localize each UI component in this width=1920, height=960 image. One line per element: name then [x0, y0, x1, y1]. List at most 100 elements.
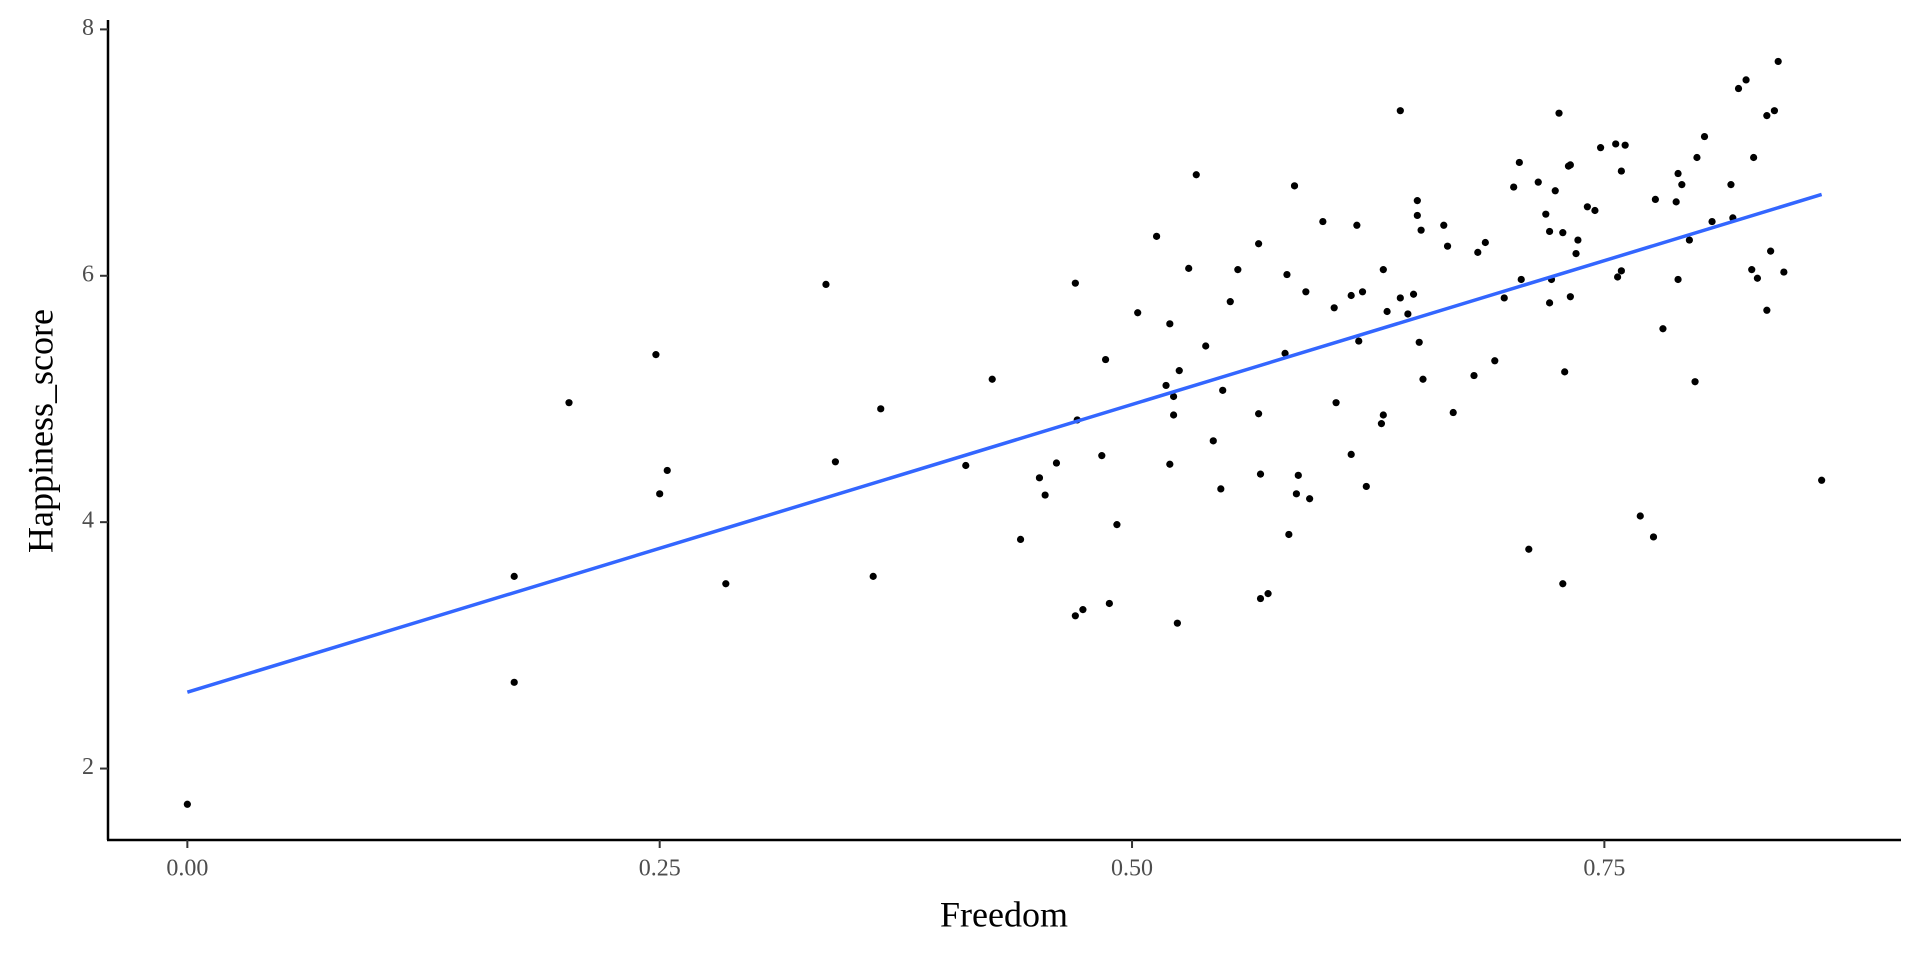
data-point	[652, 351, 660, 359]
data-point	[1413, 211, 1421, 220]
data-point	[1330, 304, 1338, 312]
data-point	[1742, 76, 1750, 84]
data-point	[1052, 459, 1061, 467]
data-point	[869, 572, 877, 580]
data-point	[831, 458, 840, 466]
data-point	[1162, 381, 1170, 390]
data-point	[1767, 247, 1775, 255]
data-point	[1566, 161, 1574, 169]
data-point	[1551, 187, 1559, 195]
data-point	[1169, 411, 1178, 419]
data-point	[1415, 338, 1423, 346]
data-point	[1621, 141, 1629, 149]
data-point	[1470, 371, 1478, 380]
data-point	[1545, 299, 1554, 307]
data-point	[1041, 491, 1049, 499]
data-point	[1678, 181, 1686, 189]
data-point	[1256, 594, 1265, 603]
data-point	[1166, 460, 1174, 468]
data-point	[1559, 580, 1567, 588]
data-point	[1209, 437, 1217, 445]
data-point	[1192, 171, 1200, 179]
data-point	[877, 405, 885, 413]
data-point	[1290, 182, 1299, 190]
data-point	[1234, 266, 1242, 274]
data-point	[722, 580, 730, 588]
x-axis-title: Freedom	[940, 894, 1068, 934]
data-point	[1255, 240, 1263, 248]
data-point	[1534, 178, 1542, 186]
data-point	[1419, 375, 1427, 383]
data-point	[1481, 238, 1489, 247]
data-point	[1396, 107, 1404, 115]
data-point	[1559, 229, 1567, 237]
data-point	[1362, 482, 1370, 491]
data-point	[1264, 590, 1272, 598]
data-point	[1292, 490, 1301, 498]
data-point	[1763, 306, 1771, 314]
data-point	[1319, 217, 1327, 226]
data-point	[1071, 612, 1079, 620]
data-point	[1685, 236, 1693, 244]
data-point	[1256, 470, 1265, 478]
data-point	[1708, 217, 1716, 226]
data-point	[1780, 268, 1788, 276]
data-point	[1674, 275, 1682, 284]
data-point	[510, 572, 518, 580]
data-point	[1613, 273, 1622, 281]
data-point	[1413, 197, 1421, 205]
data-point	[1500, 294, 1508, 302]
data-point	[1152, 232, 1161, 240]
data-point	[1071, 279, 1079, 287]
data-point	[1281, 349, 1289, 357]
data-point	[1770, 107, 1779, 115]
data-point	[1753, 274, 1762, 282]
x-tick-label: 0.25	[639, 856, 681, 882]
y-tick-label: 4	[82, 508, 94, 534]
data-point	[1016, 535, 1025, 544]
data-point	[1332, 399, 1340, 407]
data-point	[1515, 158, 1523, 167]
fit-line	[186, 192, 1823, 694]
data-point	[1219, 386, 1227, 394]
data-point	[1545, 227, 1554, 236]
data-point	[1700, 132, 1709, 141]
data-point	[656, 490, 664, 498]
data-point	[1396, 294, 1404, 302]
data-point	[1101, 355, 1110, 364]
data-point	[1596, 144, 1605, 152]
x-tick-label: 0.75	[1583, 856, 1625, 882]
data-point	[1542, 210, 1550, 218]
y-tick-label: 6	[82, 261, 94, 287]
data-point	[1612, 140, 1620, 148]
data-point	[1347, 450, 1355, 459]
data-point	[1404, 310, 1412, 318]
data-point	[1377, 420, 1386, 428]
data-point	[1750, 153, 1758, 162]
data-point	[1525, 545, 1533, 553]
data-point	[1510, 183, 1518, 191]
data-point	[1574, 236, 1582, 244]
data-point	[183, 800, 191, 808]
data-point	[1727, 181, 1735, 189]
data-point	[1583, 203, 1591, 211]
data-point	[1649, 533, 1658, 541]
data-point	[1409, 290, 1418, 298]
data-point	[1226, 298, 1234, 306]
data-point	[1383, 307, 1391, 316]
data-point	[1379, 411, 1387, 419]
data-point	[1035, 474, 1044, 482]
data-point	[1763, 112, 1771, 120]
y-tick-label: 2	[82, 754, 94, 780]
data-point	[1105, 599, 1113, 608]
data-point	[1217, 485, 1225, 493]
data-point	[1347, 291, 1355, 300]
x-tick-label: 0.00	[166, 856, 208, 882]
data-point	[1285, 530, 1293, 539]
data-point	[1185, 264, 1193, 272]
data-point	[1113, 521, 1121, 529]
data-point	[822, 280, 830, 289]
data-point	[1283, 270, 1291, 279]
